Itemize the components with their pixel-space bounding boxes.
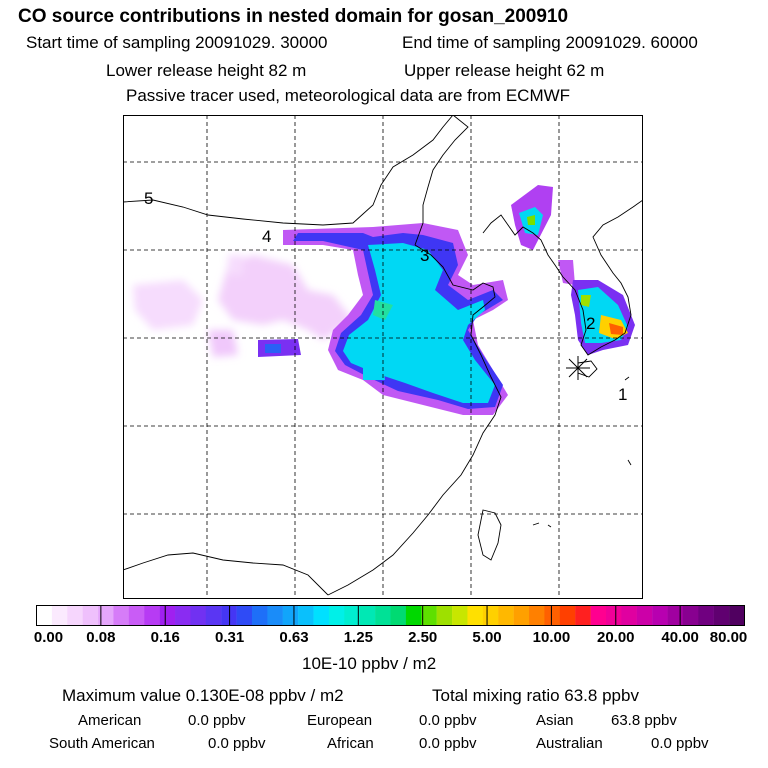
colorbar-cell (82, 605, 99, 626)
colorbar-cell (298, 605, 314, 626)
colorbar-cell (729, 605, 745, 626)
colorbar-cell (344, 605, 360, 626)
lat-lon-grid (123, 115, 643, 599)
total-mixing-ratio: Total mixing ratio 63.8 ppbv (432, 686, 639, 705)
colorbar-tick-label: 20.00 (596, 629, 635, 646)
max-value: Maximum value 0.130E-08 ppbv / m2 (62, 686, 344, 705)
colorbar-cell (513, 605, 530, 626)
american-value: 0.0 ppbv (188, 712, 246, 729)
colorbar-cell (575, 605, 591, 626)
map-label-2: 2 (586, 314, 595, 333)
colorbar-cell (544, 605, 561, 626)
colorbar-unit: 10E-10 ppbv / m2 (302, 654, 437, 673)
lower-release-height: Lower release height 82 m (106, 61, 307, 80)
colorbar-cell (175, 605, 191, 626)
colorbar-tick-label: 0.63 (279, 629, 309, 646)
colorbar-cell (67, 605, 83, 626)
european-value: 0.0 ppbv (419, 712, 477, 729)
south-american-value: 0.0 ppbv (208, 735, 266, 752)
colorbar-cell (421, 605, 437, 626)
start-time: Start time of sampling 20091029. 30000 (26, 33, 328, 52)
colorbar-cell (698, 605, 714, 626)
african-label: African (327, 735, 374, 752)
colorbar-cell (605, 605, 622, 626)
european-label: European (307, 712, 373, 729)
plot-title: CO source contributions in nested domain… (18, 6, 569, 27)
colorbar-tick-label: 80.00 (709, 629, 748, 646)
colorbar-tick-label: 1.25 (343, 629, 373, 646)
receptor-star-icon (566, 356, 590, 380)
colorbar-cell (144, 605, 160, 626)
colorbar-cell (98, 605, 114, 626)
american-label: American (78, 712, 142, 729)
colorbar-cell (436, 605, 453, 626)
colorbar-tick-label: 0.00 (33, 629, 64, 646)
south-american-label: South American (49, 735, 155, 752)
tracer-note: Passive tracer used, meteorological data… (126, 86, 571, 105)
colorbar-tick-label: 0.08 (86, 629, 116, 646)
colorbar-cell (390, 605, 407, 626)
colorbar-tick-label: 40.00 (661, 629, 699, 646)
colorbar-tick-label: 10.00 (532, 629, 571, 646)
colorbar-cell (559, 605, 576, 626)
colorbar-cell (313, 605, 330, 626)
colorbar-tick-label: 0.16 (150, 629, 180, 646)
colorbar-cell (652, 605, 668, 626)
colorbar-cell (51, 605, 68, 626)
colorbar-cell (205, 605, 222, 626)
african-value: 0.0 ppbv (419, 735, 477, 752)
upper-release-height: Upper release height 62 m (404, 61, 605, 80)
colorbar-cell (452, 605, 468, 626)
colorbar-cell (636, 605, 653, 626)
end-time: End time of sampling 20091029. 60000 (402, 33, 698, 52)
colorbar-cell (251, 605, 268, 626)
asian-value: 63.8 ppbv (611, 712, 677, 729)
plume-shading (133, 185, 635, 415)
colorbar-cell (221, 605, 237, 626)
colorbar-cell (328, 605, 345, 626)
colorbar-tick-label: 5.00 (472, 629, 502, 646)
colorbar-cell (282, 605, 299, 626)
colorbar-cell (621, 605, 637, 626)
coastlines (123, 115, 643, 596)
map-label-3: 3 (420, 246, 429, 265)
colorbar-tick-label: 0.31 (214, 629, 245, 646)
colorbar-cell (36, 605, 53, 626)
colorbar-cell (482, 605, 499, 626)
colorbar-cell (190, 605, 207, 626)
map-label-1: 1 (618, 385, 627, 404)
colorbar-cell (267, 605, 283, 626)
colorbar-cell (529, 605, 545, 626)
colorbar-cell (159, 605, 176, 626)
colorbar-cell (113, 605, 130, 626)
colorbar-cell (667, 605, 684, 626)
colorbar-cell (128, 605, 145, 626)
colorbar-cell (590, 605, 607, 626)
source-contribution-map: 1 2 3 4 5 (123, 115, 643, 599)
colorbar-cell (682, 605, 699, 626)
asian-label: Asian (536, 712, 574, 729)
colorbar-cell (405, 605, 422, 626)
colorbar-cell (359, 605, 376, 626)
colorbar-cell (713, 605, 730, 626)
colorbar-cell (467, 605, 484, 626)
australian-value: 0.0 ppbv (651, 735, 709, 752)
colorbar-cell (375, 605, 391, 626)
australian-label: Australian (536, 735, 603, 752)
map-label-4: 4 (262, 227, 271, 246)
map-label-5: 5 (144, 189, 153, 208)
color-scale-bar (36, 605, 745, 626)
colorbar-tick-label: 2.50 (408, 629, 438, 646)
colorbar-cell (498, 605, 514, 626)
colorbar-cell (236, 605, 253, 626)
